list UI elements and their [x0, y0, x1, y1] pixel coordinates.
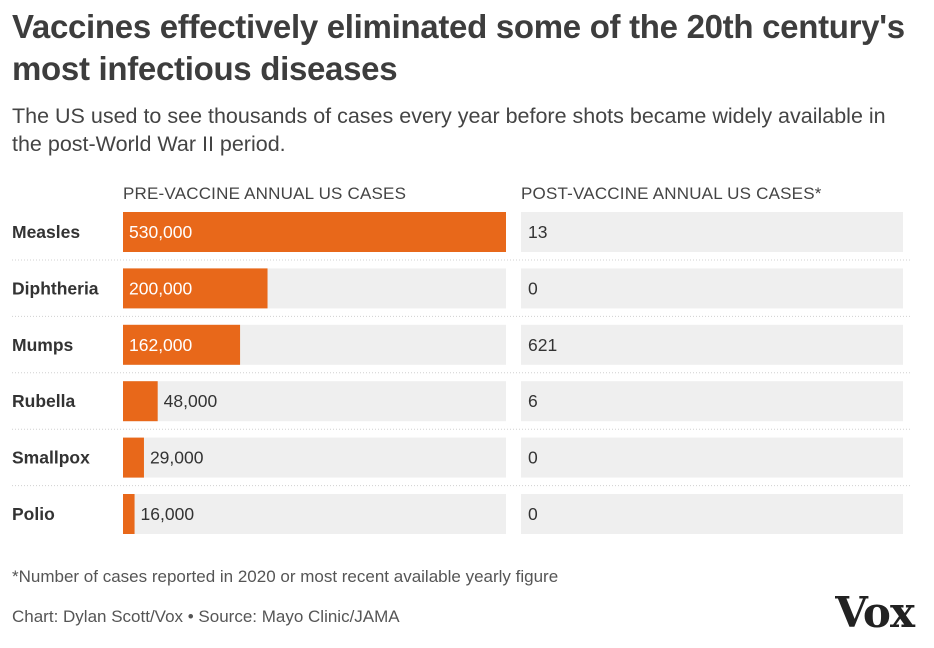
- pre-vaccine-track: [123, 437, 506, 478]
- pre-vaccine-value-label: 48,000: [164, 391, 218, 411]
- pre-vaccine-track: [123, 494, 506, 534]
- pre-vaccine-bar: [123, 212, 506, 252]
- chart-subtitle: The US used to see thousands of cases ev…: [12, 104, 886, 156]
- pre-vaccine-column-header: PRE-VACCINE ANNUAL US CASES: [123, 184, 407, 203]
- post-vaccine-column-header: POST-VACCINE ANNUAL US CASES*: [521, 184, 822, 203]
- source-credit: Chart: Dylan Scott/Vox • Source: Mayo Cl…: [12, 607, 400, 626]
- post-vaccine-track: [521, 381, 903, 422]
- post-vaccine-value-label: 13: [528, 222, 547, 242]
- post-vaccine-track: [521, 324, 903, 365]
- category-label: Diphtheria: [12, 278, 99, 298]
- post-vaccine-value-label: 6: [528, 391, 538, 411]
- post-vaccine-value-label: 0: [528, 448, 538, 468]
- pre-vaccine-bar: [123, 437, 144, 478]
- pre-vaccine-track: [123, 381, 506, 422]
- post-vaccine-track: [521, 494, 903, 534]
- pre-vaccine-value-label: 162,000: [129, 335, 193, 355]
- pre-vaccine-bar: [123, 381, 158, 422]
- post-vaccine-value-label: 0: [528, 278, 538, 298]
- category-label: Measles: [12, 222, 80, 242]
- chart-title: Vaccines effectively eliminated some of …: [12, 8, 905, 87]
- post-vaccine-track: [521, 437, 903, 478]
- post-vaccine-track: [521, 212, 903, 252]
- pre-vaccine-value-label: 29,000: [150, 448, 204, 468]
- post-vaccine-value-label: 0: [528, 504, 538, 524]
- category-label: Rubella: [12, 391, 75, 411]
- category-label: Smallpox: [12, 448, 90, 468]
- vox-logo: Vox: [835, 588, 915, 637]
- post-vaccine-value-label: 621: [528, 335, 557, 355]
- pre-vaccine-bar: [123, 324, 241, 365]
- category-label: Mumps: [12, 335, 74, 355]
- category-label: Polio: [12, 504, 55, 524]
- footnote: *Number of cases reported in 2020 or mos…: [12, 567, 559, 586]
- pre-vaccine-value-label: 200,000: [129, 278, 193, 298]
- pre-vaccine-bar: [123, 494, 135, 534]
- pre-vaccine-value-label: 16,000: [141, 504, 195, 524]
- post-vaccine-track: [521, 268, 903, 309]
- pre-vaccine-bar: [123, 268, 268, 309]
- pre-vaccine-value-label: 530,000: [129, 222, 193, 242]
